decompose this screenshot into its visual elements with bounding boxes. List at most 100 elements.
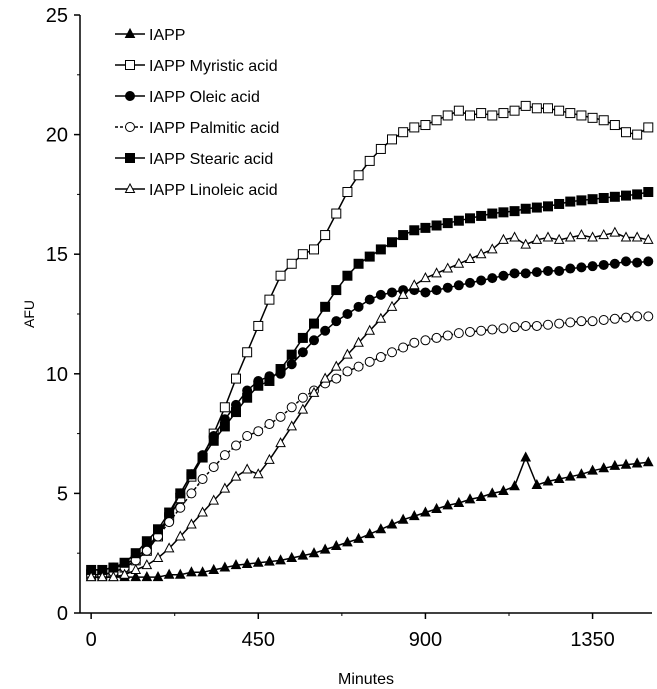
series-line xyxy=(91,191,649,571)
data-point xyxy=(498,233,509,244)
data-point xyxy=(186,469,197,480)
data-point xyxy=(375,352,386,363)
data-point xyxy=(509,480,520,491)
data-point xyxy=(252,468,264,479)
data-point xyxy=(375,143,386,154)
data-point xyxy=(642,456,654,467)
data-point xyxy=(364,356,375,367)
data-point xyxy=(431,220,442,231)
data-point xyxy=(242,347,253,358)
data-point xyxy=(609,226,621,237)
data-point xyxy=(598,115,609,126)
data-point xyxy=(308,547,320,558)
data-point xyxy=(387,134,397,145)
legend-marker xyxy=(125,60,135,70)
data-point xyxy=(375,244,386,255)
data-point xyxy=(620,458,632,469)
legend-marker xyxy=(124,27,136,38)
series-iapp-linoleic-acid xyxy=(85,226,654,582)
data-point xyxy=(174,530,186,541)
data-point xyxy=(375,523,387,534)
data-point xyxy=(442,330,453,341)
data-point xyxy=(564,231,576,242)
data-point xyxy=(297,549,309,560)
y-axis-title: AFU xyxy=(21,300,37,328)
data-point xyxy=(297,403,309,414)
data-point xyxy=(286,551,298,562)
data-point xyxy=(85,571,97,582)
data-point xyxy=(130,548,141,559)
data-point xyxy=(353,170,364,181)
data-point xyxy=(286,420,298,431)
data-point xyxy=(465,326,475,337)
data-point xyxy=(465,277,475,288)
data-point xyxy=(286,402,297,413)
data-point xyxy=(598,228,610,240)
data-point xyxy=(364,294,375,305)
data-point xyxy=(531,103,542,114)
data-point xyxy=(253,320,264,331)
axes: 0 5 10 15 20 25 0 450 900 1350 xyxy=(46,5,652,651)
data-point xyxy=(309,335,319,346)
data-point xyxy=(621,190,631,201)
series-layer xyxy=(85,100,654,582)
data-point xyxy=(342,187,353,198)
data-point xyxy=(164,517,175,528)
data-point xyxy=(319,543,331,554)
data-point xyxy=(476,108,487,119)
data-point xyxy=(431,267,442,278)
data-point xyxy=(375,312,387,323)
data-point xyxy=(264,375,275,386)
legend-label: IAPP Oleic acid xyxy=(149,89,260,106)
x-tick-label: 900 xyxy=(409,629,442,651)
series-iapp-stearic-acid xyxy=(86,187,654,575)
data-point xyxy=(342,270,353,281)
data-point xyxy=(397,288,409,299)
data-point xyxy=(565,108,576,119)
x-axis-title: Minutes xyxy=(338,671,394,688)
data-point xyxy=(152,571,164,582)
data-point xyxy=(242,430,253,441)
data-point xyxy=(543,201,553,212)
data-point xyxy=(464,493,476,504)
data-point xyxy=(543,265,553,276)
legend-label: IAPP Stearic acid xyxy=(149,151,273,168)
data-point xyxy=(431,332,442,343)
legend-label: IAPP Linoleic acid xyxy=(149,182,278,199)
data-point xyxy=(286,349,297,360)
data-point xyxy=(275,411,286,422)
legend-item-iapp: IAPP xyxy=(115,27,185,44)
data-point xyxy=(398,127,409,138)
legend-item-iapp-stearic-acid: IAPP Stearic acid xyxy=(115,151,273,168)
data-point xyxy=(520,451,532,462)
data-point xyxy=(197,452,208,463)
data-point xyxy=(476,325,487,336)
data-point xyxy=(230,470,242,481)
legend-item-iapp-oleic-acid: IAPP Oleic acid xyxy=(115,89,260,106)
data-point xyxy=(219,482,231,493)
data-point xyxy=(420,335,431,346)
data-point xyxy=(331,316,342,327)
data-point xyxy=(643,122,654,133)
data-point xyxy=(164,507,175,518)
data-point xyxy=(531,320,542,331)
data-point xyxy=(576,110,587,121)
data-point xyxy=(509,206,520,217)
data-point xyxy=(564,470,576,481)
data-point xyxy=(130,571,142,582)
data-point xyxy=(253,380,264,391)
data-point xyxy=(487,110,498,121)
data-point xyxy=(609,191,620,202)
data-point xyxy=(453,105,464,116)
data-point xyxy=(409,337,420,348)
data-point xyxy=(543,103,553,114)
data-point xyxy=(108,571,119,582)
data-point xyxy=(108,562,119,573)
series-line xyxy=(91,260,649,571)
data-point xyxy=(465,110,475,121)
data-point xyxy=(476,210,487,221)
data-point xyxy=(353,258,364,269)
x-tick-label: 0 xyxy=(86,629,97,651)
data-point xyxy=(386,300,398,311)
data-point xyxy=(520,100,531,111)
